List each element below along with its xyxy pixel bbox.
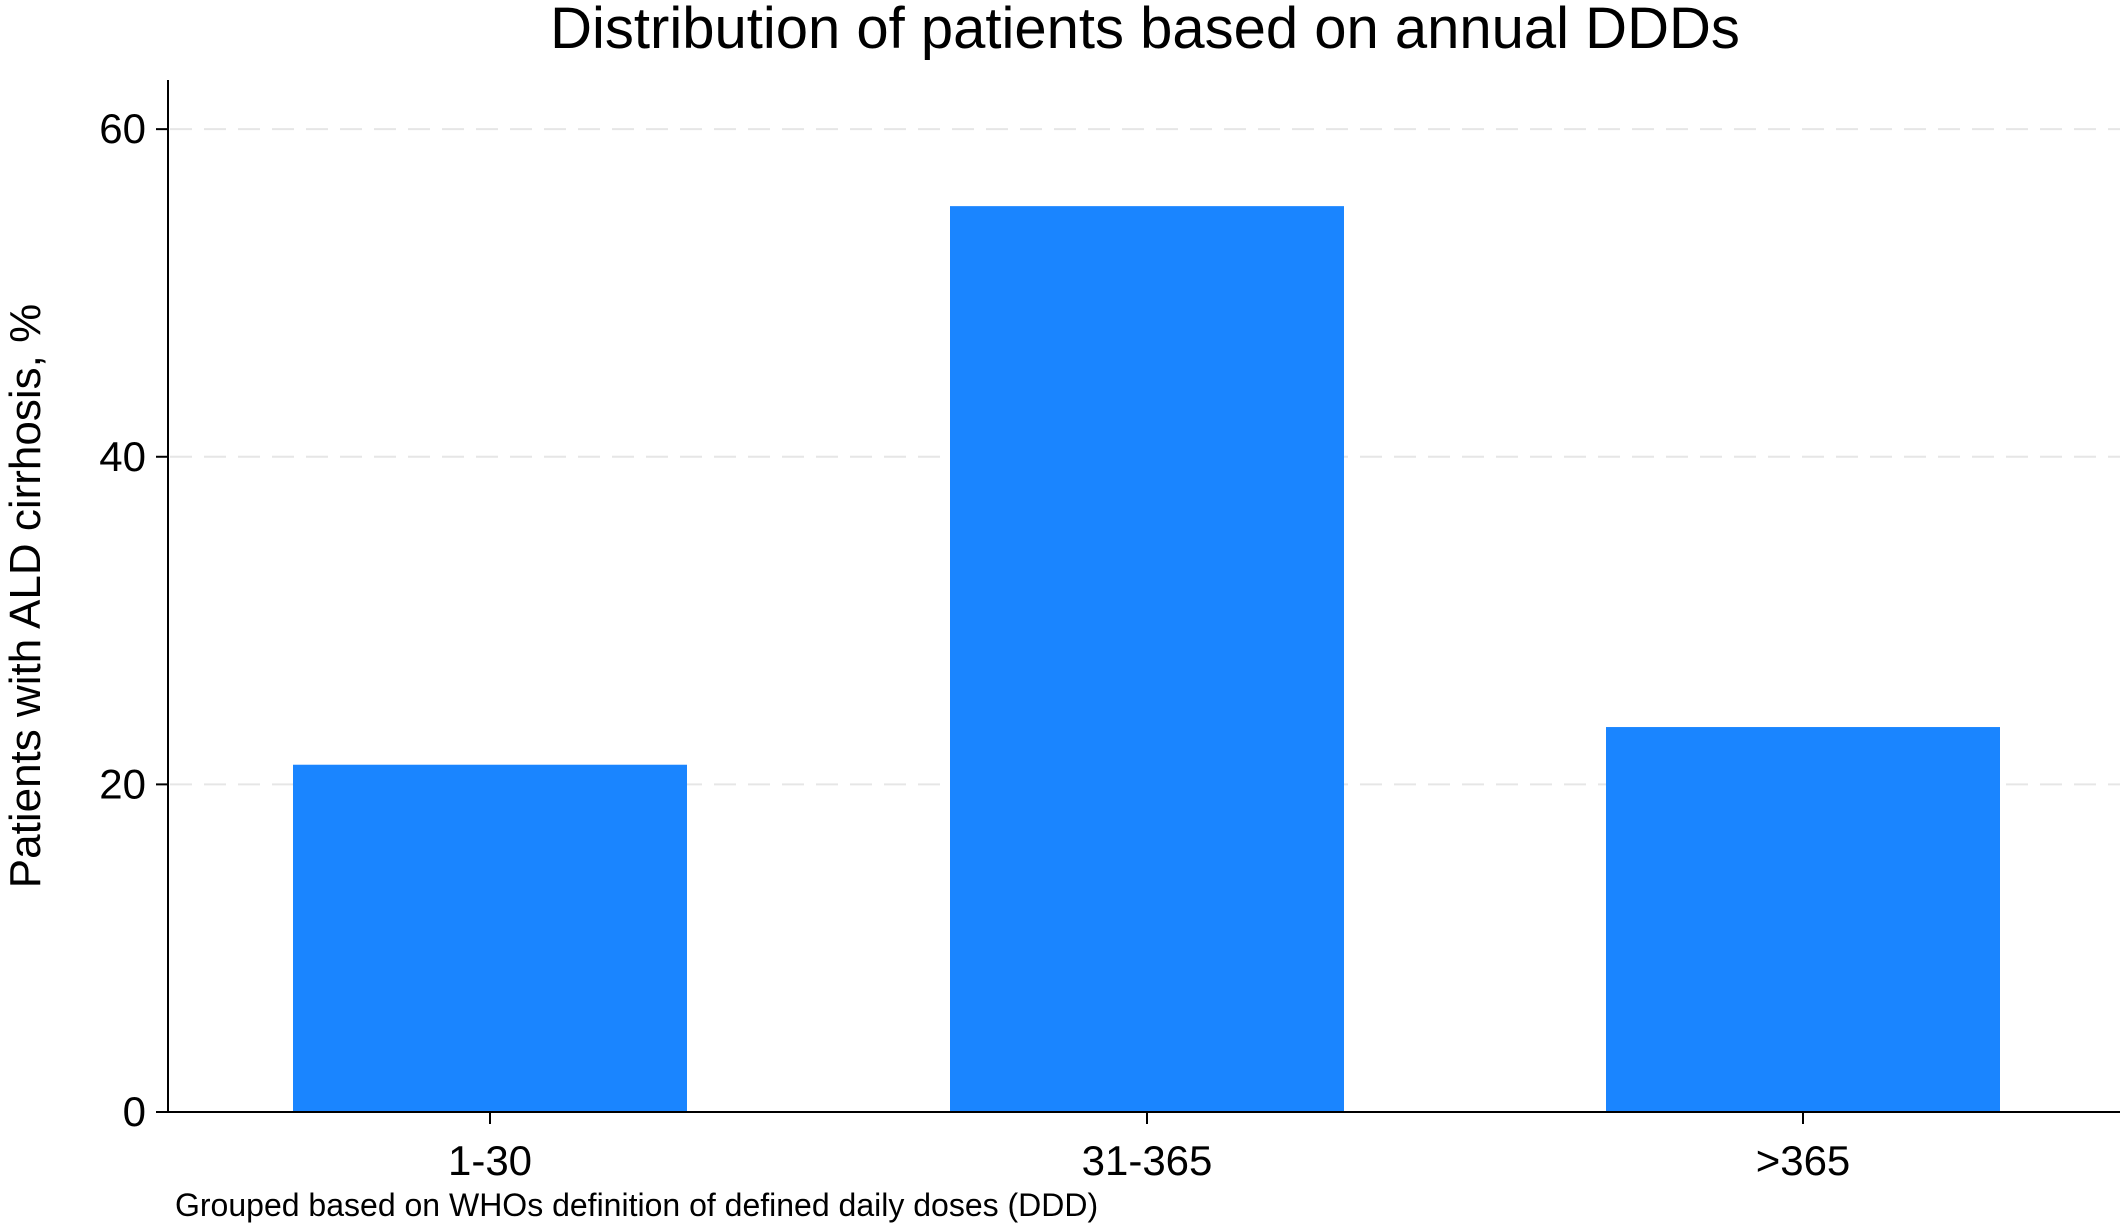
- bars: [293, 206, 2000, 1113]
- y-tick-label: 40: [99, 433, 146, 480]
- y-axis-label: Patients with ALD cirrhosis, %: [1, 304, 50, 888]
- y-tick-label: 20: [99, 760, 146, 807]
- x-tick-label: >365: [1756, 1137, 1851, 1184]
- bar-1: [293, 764, 687, 1112]
- bar-2: [950, 206, 1344, 1113]
- x-axis-ticks: 1-30 31-365 >365: [448, 1112, 1850, 1184]
- y-tick-label: 0: [123, 1088, 146, 1135]
- y-tick-label: 60: [99, 105, 146, 152]
- x-axis-label: Grouped based on WHOs definition of defi…: [175, 1187, 1098, 1223]
- axes: [167, 80, 2120, 1113]
- x-tick-label: 31-365: [1082, 1137, 1213, 1184]
- y-axis-ticks: 0 20 40 60: [99, 105, 168, 1135]
- x-tick-label: 1-30: [448, 1137, 532, 1184]
- bar-3: [1606, 727, 2000, 1112]
- chart-title: Distribution of patients based on annual…: [550, 0, 1740, 61]
